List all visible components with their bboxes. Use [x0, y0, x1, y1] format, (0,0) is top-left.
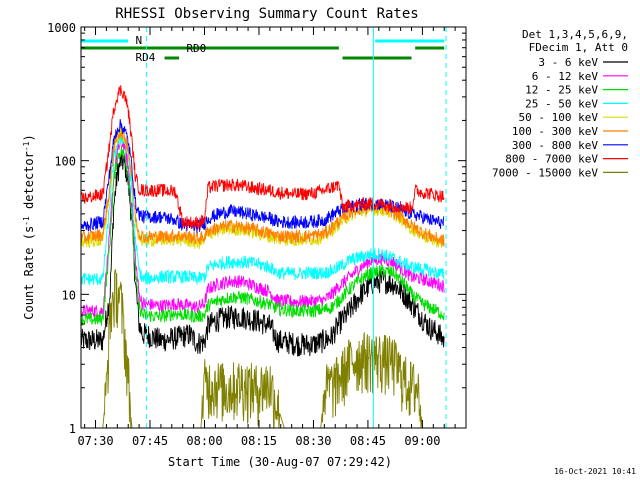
legend-label-6: 100 - 300 keV: [512, 125, 598, 138]
timestamp: 16-Oct-2021 10:41: [554, 467, 636, 476]
legend-label-2: 6 - 12 keV: [532, 70, 599, 83]
series-line-1: [80, 149, 445, 357]
y-label-main: Count Rate (s: [22, 226, 36, 320]
legend-label-1: 3 - 6 keV: [538, 56, 598, 69]
legend-label-4: 25 - 50 keV: [525, 97, 598, 110]
plot-area: N RD0 RD4: [80, 27, 447, 429]
series-line-8: [80, 85, 445, 230]
x-tick-label-2: 07:45: [132, 434, 168, 448]
x-tick-label-4: 08:15: [241, 434, 277, 448]
chart-title: RHESSI Observing Summary Count Rates: [115, 6, 418, 22]
flag-label-n: N: [135, 34, 142, 47]
y-tick-label-1: 1: [69, 422, 76, 436]
y-label-mid: detector: [22, 151, 36, 216]
legend-label-3: 12 - 25 keV: [525, 84, 598, 97]
legend-header-line1: Det 1,3,4,5,6,9,: [522, 28, 628, 41]
y-tick-label-4: 1000: [47, 21, 76, 35]
y-label-sup2: -1: [22, 141, 31, 151]
series-line-6: [80, 126, 445, 247]
legend-label-7: 300 - 800 keV: [512, 139, 598, 152]
y-axis-label: Count Rate (s-1 detector-1): [22, 134, 37, 319]
y-tick-label-2: 10: [62, 288, 76, 302]
y-label-end: ): [22, 134, 36, 141]
legend-header-line2: FDecim 1, Att 0: [529, 41, 628, 54]
y-label-sup1: -1: [22, 216, 31, 226]
x-tick-label-6: 08:45: [350, 434, 386, 448]
plot-frame: [80, 26, 467, 429]
legend-label-9: 7000 - 15000 keV: [492, 166, 598, 179]
x-tick-label-7: 09:00: [404, 434, 440, 448]
series-line-4: [80, 132, 445, 286]
flag-label-rd0: RD0: [186, 42, 206, 55]
axes: 1 10 100 1000 07:30 07:45 08:00 08:15 08:30 08:45…: [47, 21, 467, 448]
x-axis-label: Start Time (30-Aug-07 07:29:42): [168, 455, 392, 469]
x-tick-label-3: 08:00: [186, 434, 222, 448]
x-tick-label-1: 07:30: [77, 434, 113, 448]
series-line-3: [80, 145, 445, 326]
legend-label-5: 50 - 100 keV: [519, 111, 599, 124]
flag-label-rd4: RD4: [135, 51, 155, 64]
y-tick-label-3: 100: [54, 155, 76, 169]
legend-label-8: 800 - 7000 keV: [505, 153, 598, 166]
x-tick-label-5: 08:30: [295, 434, 331, 448]
